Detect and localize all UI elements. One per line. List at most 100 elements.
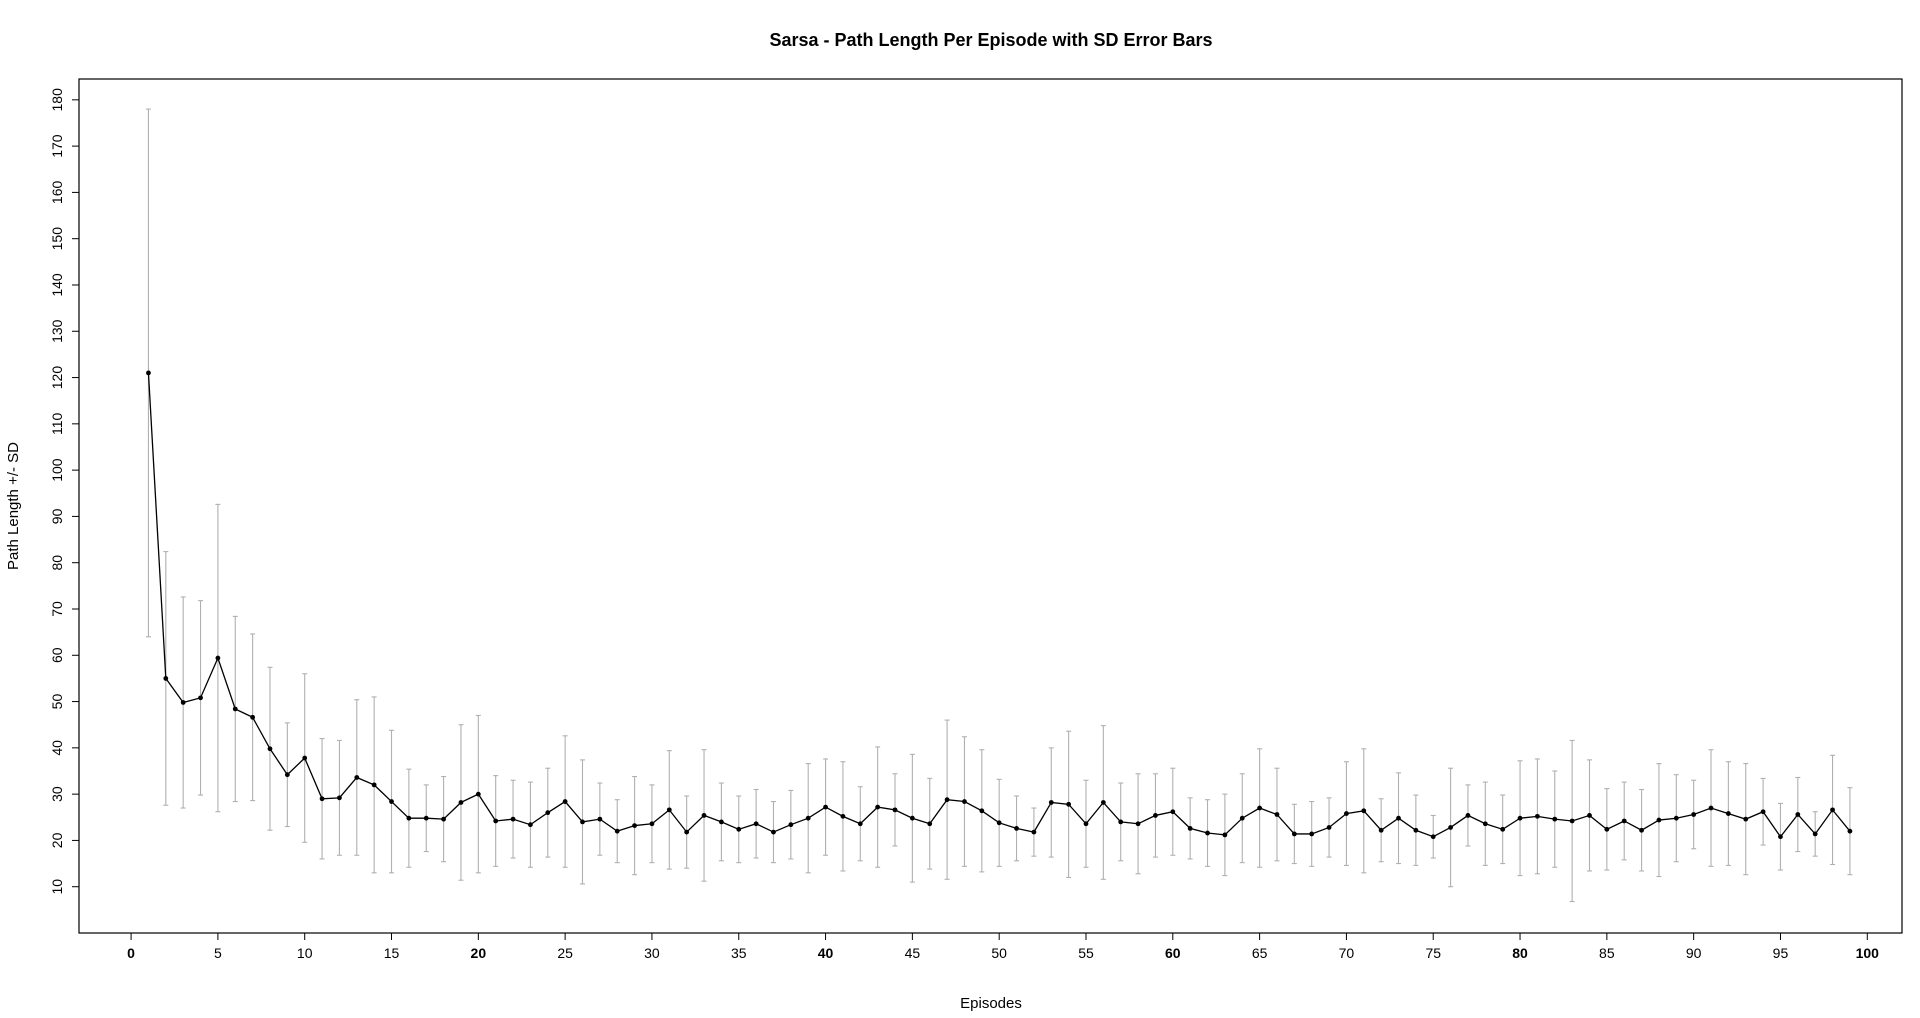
- data-point: [1621, 818, 1627, 824]
- x-tick-label: 15: [384, 945, 400, 961]
- x-tick-label: 55: [1078, 945, 1094, 961]
- data-point: [614, 828, 620, 834]
- data-point: [1239, 815, 1245, 821]
- y-tick-label: 180: [49, 88, 65, 112]
- data-point: [909, 815, 915, 821]
- data-point: [1378, 827, 1384, 833]
- data-point: [1482, 821, 1488, 827]
- data-point: [1430, 834, 1436, 840]
- data-point: [458, 800, 464, 805]
- x-tick-label: 90: [1686, 945, 1702, 961]
- data-point: [979, 808, 985, 814]
- x-axis: 0 5 10 15 20 25 30 35 40 45 50 55 60 65 70 75 80 85 90 95 10…: [127, 933, 1879, 961]
- data-point: [180, 700, 186, 705]
- data-point: [944, 797, 950, 803]
- data-point: [736, 826, 742, 832]
- data-point: [1031, 829, 1037, 835]
- x-tick-label: 80: [1512, 945, 1528, 961]
- data-point: [1812, 831, 1818, 837]
- x-tick-label: 60: [1165, 945, 1181, 961]
- data-point: [302, 755, 308, 761]
- data-point: [284, 772, 290, 778]
- y-tick-label: 40: [49, 740, 65, 756]
- data-point: [510, 816, 516, 822]
- y-tick-label: 160: [49, 181, 65, 205]
- data-point: [1587, 813, 1592, 818]
- x-tick-label: 5: [214, 945, 222, 961]
- data-point: [1257, 805, 1263, 811]
- data-point: [319, 796, 325, 802]
- data-point: [1500, 826, 1506, 832]
- data-point: [1222, 832, 1228, 838]
- y-tick-label: 10: [49, 879, 65, 895]
- x-tick-label: 40: [818, 945, 834, 961]
- data-point: [1656, 817, 1662, 823]
- data-point: [684, 829, 690, 835]
- data-point: [1673, 815, 1679, 821]
- data-point: [771, 829, 776, 835]
- y-tick-label: 110: [49, 412, 65, 435]
- data-point: [1361, 808, 1367, 814]
- y-tick-label: 170: [49, 134, 65, 158]
- data-point: [493, 818, 499, 824]
- data-point: [337, 795, 342, 801]
- data-point: [1795, 812, 1801, 817]
- data-point: [1448, 825, 1453, 830]
- data-point: [163, 676, 169, 681]
- data-point: [1118, 819, 1124, 825]
- data-point: [649, 821, 655, 827]
- data-point: [1708, 805, 1714, 811]
- data-point: [1083, 821, 1089, 827]
- data-point: [1691, 812, 1697, 817]
- data-point: [371, 782, 377, 788]
- x-tick-label: 0: [127, 945, 135, 961]
- data-point: [354, 775, 360, 780]
- y-tick-label: 50: [49, 694, 65, 710]
- data-point: [788, 822, 794, 828]
- data-point: [545, 810, 551, 816]
- data-point: [1326, 825, 1332, 830]
- data-point: [1535, 813, 1540, 819]
- data-point: [996, 820, 1002, 826]
- data-point: [840, 813, 846, 819]
- x-tick-label: 50: [991, 945, 1007, 961]
- data-point: [1830, 807, 1835, 813]
- y-axis: 10 20 30 40 50 60 70 80 90 100 110 120 130 140 150 160 1…: [49, 88, 79, 895]
- data-point: [423, 815, 429, 821]
- data-point: [1153, 813, 1158, 818]
- y-tick-label: 60: [49, 647, 65, 663]
- x-tick-label: 30: [644, 945, 660, 961]
- y-tick-label: 130: [49, 319, 65, 343]
- x-tick-label: 45: [905, 945, 921, 961]
- x-tick-label: 75: [1425, 945, 1441, 961]
- x-tick-label: 65: [1252, 945, 1268, 961]
- y-tick-label: 120: [49, 366, 65, 390]
- data-point: [1066, 801, 1072, 807]
- x-tick-label: 10: [297, 945, 313, 961]
- data-point: [1048, 800, 1054, 805]
- data-point: [632, 823, 637, 829]
- data-point: [718, 819, 724, 825]
- data-point: [1396, 815, 1401, 821]
- data-point: [1465, 813, 1471, 818]
- data-point: [528, 822, 533, 828]
- data-point: [406, 815, 412, 821]
- y-tick-label: 90: [49, 508, 65, 524]
- data-point: [1274, 812, 1280, 817]
- data-point: [1725, 811, 1731, 816]
- y-tick-label: 80: [49, 555, 65, 571]
- series-line: [147, 372, 1851, 838]
- data-point: [389, 799, 394, 804]
- data-point: [1760, 809, 1766, 815]
- x-tick-label: 70: [1339, 945, 1355, 961]
- data-point: [805, 815, 811, 821]
- x-tick-label: 100: [1856, 945, 1880, 961]
- data-point: [580, 819, 585, 825]
- x-tick-label: 95: [1773, 945, 1789, 961]
- data-point: [927, 821, 933, 827]
- series-path: [147, 372, 1851, 838]
- data-point: [1847, 828, 1853, 834]
- x-tick-label: 20: [471, 945, 487, 961]
- chart-title: Sarsa - Path Length Per Episode with SD …: [769, 30, 1212, 50]
